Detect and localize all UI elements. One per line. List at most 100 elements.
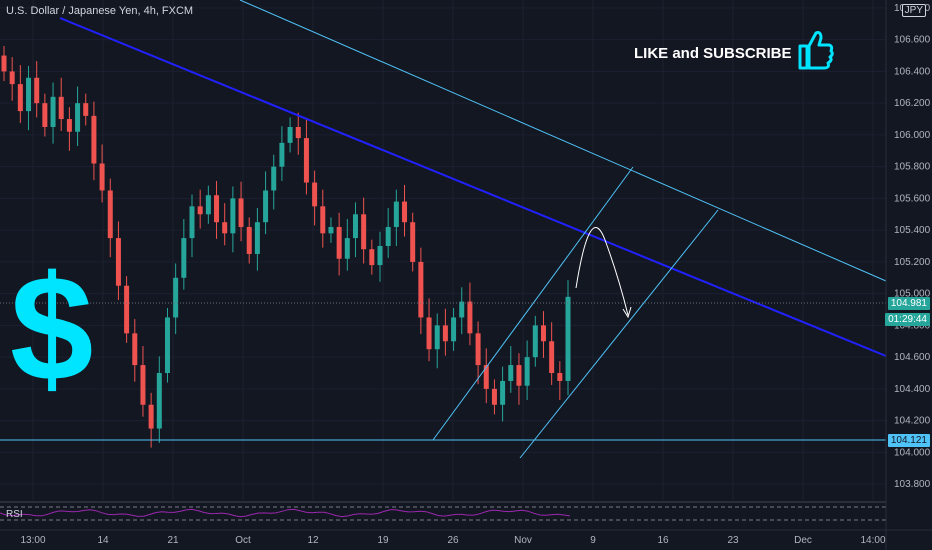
candle-body: [17, 84, 23, 112]
price-tick-label: 104.600: [894, 352, 931, 363]
candle-body: [418, 261, 424, 318]
time-tick-label: 16: [657, 535, 669, 546]
time-tick-label: 26: [447, 535, 459, 546]
candle-body: [279, 142, 285, 167]
time-tick-label: Nov: [514, 535, 532, 546]
candle-body: [271, 166, 277, 191]
candle-body: [320, 206, 326, 234]
trendline-main[interactable]: [59, 17, 887, 357]
candle-body: [107, 190, 113, 239]
time-tick-label: 21: [167, 535, 179, 546]
price-tick-label: 105.200: [894, 257, 931, 268]
candle-body: [369, 249, 375, 266]
candle-body: [1, 55, 7, 72]
candle-body: [9, 71, 15, 85]
channel-lower-line[interactable]: [432, 166, 634, 441]
candle-body: [75, 103, 81, 132]
candle-body: [557, 373, 563, 381]
candle-body: [99, 163, 105, 191]
thumbs-up-icon: [798, 31, 834, 70]
price-tick-label: 105.600: [894, 193, 931, 204]
time-tick-label: Oct: [235, 535, 251, 546]
candle-body: [181, 238, 187, 278]
price-tick-label: 105.400: [894, 225, 931, 236]
support-level-tag: 104.121: [887, 434, 930, 447]
rsi-label[interactable]: RSI: [6, 509, 23, 520]
candle-body: [524, 357, 530, 386]
price-tick-label: 103.800: [894, 479, 931, 490]
time-tick-label: 14:00: [860, 535, 885, 546]
price-tick-label: 106.400: [894, 66, 931, 77]
candle-body: [410, 222, 416, 262]
candle-body: [361, 214, 367, 250]
price-tick-label: 105.800: [894, 162, 931, 173]
price-tick-label: 106.600: [894, 35, 931, 46]
candle-body: [434, 325, 440, 350]
candle-body: [263, 190, 269, 223]
candle-body: [91, 115, 97, 164]
candle-body: [132, 333, 138, 366]
time-tick-label: 9: [590, 535, 596, 546]
time-tick-label: 14: [97, 535, 109, 546]
price-tick-label: 106.200: [894, 98, 931, 109]
forecast-arc[interactable]: [575, 227, 629, 316]
candle-body: [124, 285, 130, 334]
dollar-glyph: $: [10, 244, 93, 412]
time-tick-label: Dec: [794, 535, 812, 546]
candle-body: [287, 126, 293, 143]
candle-body: [189, 206, 195, 239]
candle-body: [393, 201, 399, 227]
candle-body: [459, 301, 465, 318]
time-tick-label: 13:00: [20, 535, 45, 546]
candle-body: [328, 226, 334, 234]
candle-body: [230, 198, 236, 234]
candle-body: [426, 317, 432, 350]
candle-body: [173, 277, 179, 318]
candle-body: [115, 238, 121, 286]
candle-body: [402, 201, 408, 223]
candle-body: [238, 198, 244, 227]
candle-body: [540, 325, 546, 342]
time-tick-label: 12: [307, 535, 319, 546]
price-tick-label: 105.000: [894, 289, 931, 300]
price-tick-label: 104.400: [894, 384, 931, 395]
forecast-arrowhead: [622, 306, 632, 319]
time-tick-label: 19: [377, 535, 389, 546]
candle-body: [58, 96, 64, 120]
candle-body: [451, 317, 457, 342]
candle-body: [246, 226, 252, 254]
candle-body: [312, 182, 318, 207]
promo-text: LIKE and SUBSCRIBE: [634, 45, 792, 62]
candle-body: [66, 119, 72, 132]
candle-body: [352, 214, 358, 239]
currency-badge[interactable]: JPY: [901, 4, 926, 17]
candle-body: [491, 388, 497, 405]
candle-body: [442, 325, 448, 342]
candle-body: [532, 325, 538, 358]
channel-upper-line[interactable]: [519, 209, 719, 459]
price-axis[interactable]: [886, 0, 932, 550]
candle-body: [254, 222, 260, 254]
trendline-upper[interactable]: [239, 0, 887, 282]
candle-body: [156, 373, 162, 429]
time-tick-label: 23: [727, 535, 739, 546]
rsi-pane: [0, 501, 886, 521]
candle-body: [205, 195, 211, 215]
candle-body: [385, 226, 391, 247]
candle-body: [42, 103, 48, 127]
price-axis-ticks: 106.800106.600106.400106.200106.000105.8…: [894, 3, 931, 490]
candle-body: [565, 296, 571, 381]
candle-body: [377, 246, 383, 266]
candle-body: [295, 126, 301, 139]
candle-body: [508, 365, 514, 381]
price-tick-label: 104.200: [894, 416, 931, 427]
countdown-tag: 01:29:44: [885, 313, 930, 326]
time-axis-ticks: 13:00 14 21 Oct 12 19 26 Nov 9 16 23 Dec 14:00: [20, 535, 885, 546]
candle-body: [336, 226, 342, 259]
candle-body: [483, 365, 489, 389]
candle-body: [303, 138, 309, 183]
candle-body: [516, 365, 522, 386]
symbol-title[interactable]: U.S. Dollar / Japanese Yen, 4h, FXCM: [6, 5, 194, 17]
